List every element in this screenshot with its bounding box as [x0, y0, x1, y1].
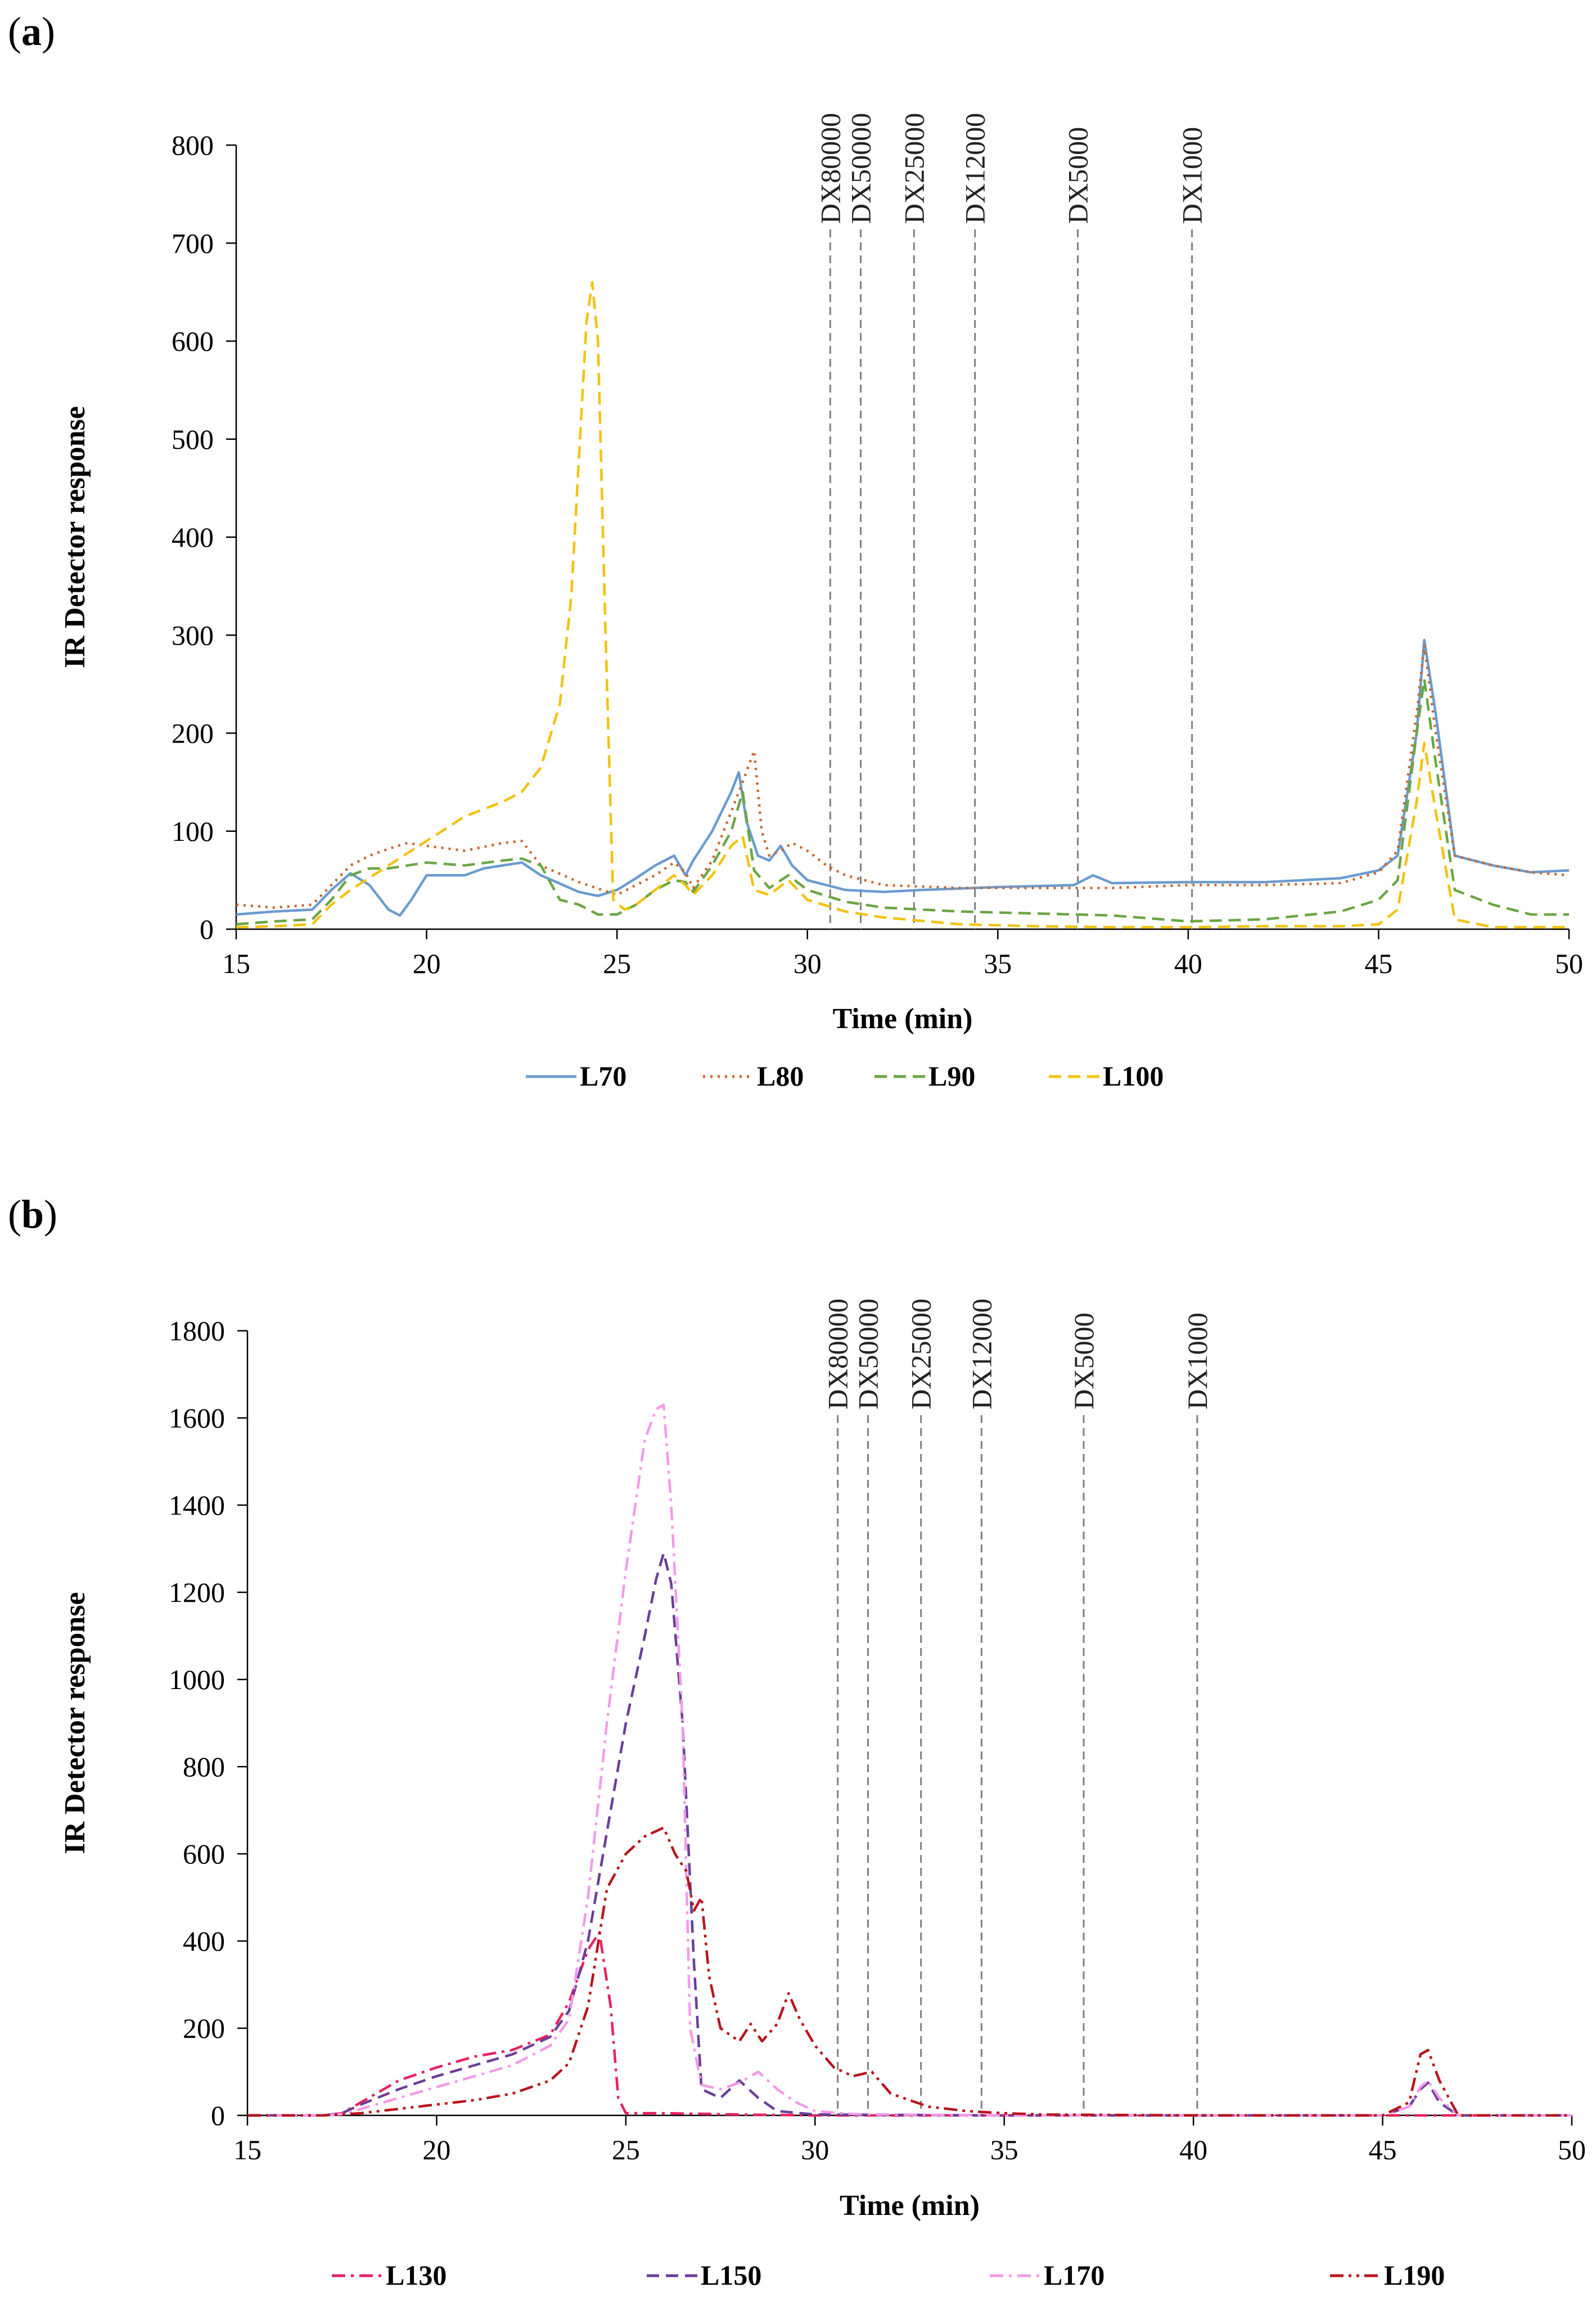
standard-label: DX50000 [852, 1299, 883, 1410]
chart-b: 0 200 400 600 800 1000 1200 1400 1600 1800 15 20 25 3… [59, 1299, 1586, 2291]
legend-label: L190 [1384, 2259, 1445, 2291]
x-tick-label: 40 [1179, 2134, 1207, 2165]
y-tick-label: 1400 [169, 1489, 225, 1521]
x-tick-label: 45 [1369, 2134, 1397, 2165]
y-tick-label: 100 [172, 816, 214, 847]
standard-label: DX25000 [898, 113, 930, 224]
series-line-l70 [236, 638, 1570, 917]
y-axis-title: IR Detector response [59, 406, 91, 668]
standard-label: DX25000 [905, 1299, 937, 1410]
x-tick-label: 35 [990, 2134, 1018, 2165]
standard-label: DX12000 [959, 113, 991, 224]
legend-label: L100 [1103, 1060, 1164, 1092]
legend-label: L80 [757, 1060, 804, 1092]
x-tick-label: 30 [801, 2134, 829, 2165]
panel-label-b: (b) [8, 1192, 57, 1237]
x-tick-label: 20 [413, 948, 441, 979]
x-tick-label: 15 [233, 2134, 262, 2165]
y-tick-label: 300 [172, 619, 214, 651]
x-tick-label: 45 [1364, 948, 1392, 979]
legend-label: L130 [386, 2259, 447, 2291]
y-tick-label: 600 [183, 1838, 225, 1870]
y-tick-label: 1800 [169, 1315, 225, 1347]
y-tick-label: 400 [172, 521, 214, 553]
x-tick-label: 50 [1558, 2134, 1586, 2165]
standard-label: DX12000 [966, 1299, 997, 1410]
x-tick-label: 15 [222, 948, 250, 979]
x-axis-title: Time (min) [833, 1003, 973, 1035]
y-tick-label: 1200 [169, 1577, 225, 1608]
standard-label: DX50000 [845, 113, 877, 224]
x-tick-label: 40 [1174, 948, 1202, 979]
x-tick-label: 50 [1555, 948, 1583, 979]
y-tick-label: 700 [172, 227, 214, 259]
y-tick-label: 0 [211, 2100, 225, 2131]
y-tick-label: 800 [172, 129, 214, 161]
x-tick-label: 30 [794, 948, 822, 979]
panel-label-a: (a) [8, 9, 55, 54]
y-tick-label: 500 [172, 424, 214, 455]
series-line-l90 [236, 678, 1569, 926]
legend-label: L150 [701, 2259, 761, 2291]
legend-label: L90 [928, 1060, 975, 1092]
series-line-l130 [247, 1931, 1572, 2117]
standard-label: DX1000 [1182, 1313, 1213, 1410]
x-tick-label: 25 [603, 948, 631, 979]
y-tick-label: 400 [183, 1925, 225, 1957]
standard-label: DX1000 [1176, 127, 1208, 224]
x-tick-label: 35 [984, 948, 1012, 979]
chart-a: 0 100 200 300 400 500 600 700 800 15 20 25 30 35 40 45 5… [59, 113, 1583, 1092]
x-tick-label: 25 [612, 2134, 640, 2165]
y-tick-label: 1600 [169, 1402, 225, 1434]
standard-label: DX5000 [1062, 127, 1093, 224]
y-tick-label: 1000 [169, 1664, 225, 1695]
x-axis-title: Time (min) [840, 2190, 980, 2222]
y-tick-label: 200 [183, 2012, 225, 2044]
y-tick-label: 0 [200, 913, 214, 945]
y-tick-label: 200 [172, 718, 214, 749]
standard-label: DX80000 [814, 113, 846, 224]
legend-label: L170 [1044, 2259, 1104, 2291]
x-tick-label: 20 [422, 2134, 450, 2165]
standard-label: DX5000 [1068, 1313, 1099, 1410]
series-line-l190 [247, 1826, 1572, 2117]
y-tick-label: 600 [172, 326, 214, 357]
series-line-l150 [247, 1552, 1572, 2117]
standard-label: DX80000 [822, 1299, 854, 1410]
y-tick-label: 800 [183, 1751, 225, 1782]
series-line-l80 [236, 643, 1570, 909]
series-line-l100 [236, 281, 1569, 929]
series-line-l170 [247, 1403, 1572, 2117]
legend-label: L70 [580, 1060, 626, 1092]
y-axis-title: IR Detector response [59, 1592, 91, 1854]
